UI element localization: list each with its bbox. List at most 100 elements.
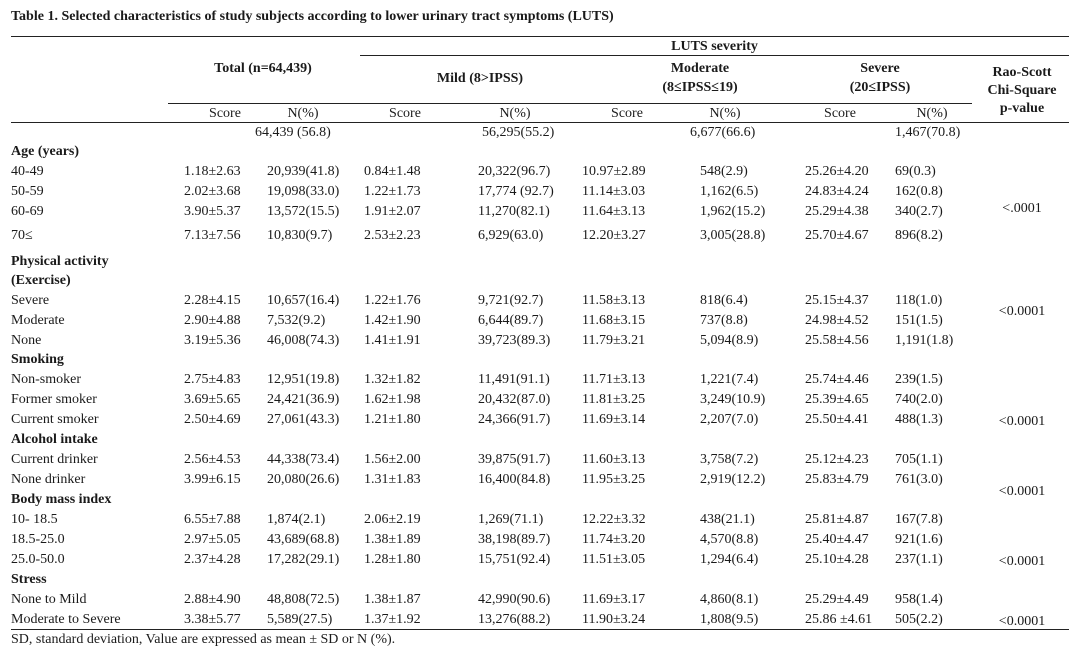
table-cell: 11.79±3.21: [582, 333, 646, 348]
table-cell: 2.90±4.88: [184, 313, 241, 328]
table-cell: 25.29±4.49: [805, 592, 869, 607]
table-cell: 11.64±3.13: [582, 204, 646, 219]
table-cell: 11.69±3.17: [582, 592, 646, 607]
row-label: 10- 18.5: [11, 512, 58, 527]
header-total: Total (n=64,439): [214, 61, 312, 76]
table-cell: 10.97±2.89: [582, 164, 646, 179]
row-label: Current drinker: [11, 452, 98, 467]
table-cell: 3.38±5.77: [184, 612, 241, 627]
table-cell: 13,572(15.5): [267, 204, 340, 219]
table-cell: 11.71±3.13: [582, 372, 646, 387]
table-cell: 167(7.8): [895, 512, 943, 527]
table-cell: 2.06±2.19: [364, 512, 421, 527]
table-cell: 11.68±3.15: [582, 313, 646, 328]
table-cell: 6,644(89.7): [478, 313, 544, 328]
table-cell: 39,875(91.7): [478, 452, 551, 467]
table-cell: 1,221(7.4): [700, 372, 759, 387]
p-value: <0.0001: [998, 484, 1046, 499]
table-cell: 162(0.8): [895, 184, 943, 199]
row-label: Current smoker: [11, 412, 99, 427]
table-cell: 20,939(41.8): [267, 164, 340, 179]
table-cell: 25.26±4.20: [805, 164, 869, 179]
table-cell: 25.70±4.67: [805, 228, 869, 243]
table-cell: 1.18±2.63: [184, 164, 241, 179]
table-cell: 818(6.4): [700, 293, 748, 308]
table-cell: 20,322(96.7): [478, 164, 551, 179]
header-moderate: Moderate: [670, 61, 730, 76]
header-severe: Severe: [860, 61, 900, 76]
table-cell: 17,774 (92.7): [478, 184, 554, 199]
table-cell: 2.37±4.28: [184, 552, 241, 567]
table-cell: 24,366(91.7): [478, 412, 551, 427]
table-cell: 921(1.6): [895, 532, 943, 547]
table-cell: 2.53±2.23: [364, 228, 421, 243]
table-cell: 151(1.5): [895, 313, 943, 328]
header-severe-range: (20≤IPSS): [849, 80, 911, 95]
p-value: <0.0001: [998, 304, 1046, 319]
table-cell: 3,005(28.8): [700, 228, 766, 243]
table-cell: 7,532(9.2): [267, 313, 326, 328]
table-footnote: SD, standard deviation, Value are expres…: [11, 632, 396, 647]
p-value: <0.0001: [998, 414, 1046, 429]
table-cell: 2.56±4.53: [184, 452, 241, 467]
table-cell: 11.95±3.25: [582, 472, 646, 487]
table-cell: 25.40±4.47: [805, 532, 869, 547]
table-cell: 11,491(91.1): [478, 372, 550, 387]
table-cell: 11.90±3.24: [582, 612, 646, 627]
table-cell: 1,162(6.5): [700, 184, 759, 199]
subheader-n-moderate: N(%): [709, 106, 741, 121]
table-cell: 43,689(68.8): [267, 532, 340, 547]
table-cell: 25.12±4.23: [805, 452, 869, 467]
totals-total: 64,439 (56.8): [255, 125, 331, 140]
table-cell: 10,657(16.4): [267, 293, 340, 308]
totals-mild: 56,295(55.2): [482, 125, 555, 140]
table-cell: 44,338(73.4): [267, 452, 340, 467]
table-cell: 2,919(12.2): [700, 472, 766, 487]
section-heading: Stress: [11, 572, 47, 587]
subheader-n-severe: N(%): [916, 106, 948, 121]
section-heading: Alcohol intake: [11, 432, 98, 447]
table-cell: 705(1.1): [895, 452, 943, 467]
row-label: 18.5-25.0: [11, 532, 65, 547]
row-label: None: [11, 333, 42, 348]
table-cell: 25.39±4.65: [805, 392, 869, 407]
table-cell: 505(2.2): [895, 612, 943, 627]
table-cell: 3,249(10.9): [700, 392, 766, 407]
table-cell: 1.56±2.00: [364, 452, 421, 467]
table-cell: 1.62±1.98: [364, 392, 421, 407]
table-cell: 24,421(36.9): [267, 392, 340, 407]
table-cell: 7.13±7.56: [184, 228, 241, 243]
luts-rule: [360, 55, 1069, 56]
table-cell: 4,860(8.1): [700, 592, 759, 607]
table-cell: 5,094(8.9): [700, 333, 759, 348]
table-cell: 737(8.8): [700, 313, 748, 328]
table-cell: 2.50±4.69: [184, 412, 241, 427]
subheader-score-total: Score: [209, 106, 241, 121]
row-label: Non-smoker: [11, 372, 81, 387]
table-cell: 25.10±4.28: [805, 552, 869, 567]
p-value: <.0001: [1002, 201, 1042, 216]
table-cell: 0.84±1.48: [364, 164, 421, 179]
table-cell: 1.42±1.90: [364, 313, 421, 328]
table-cell: 2.02±3.68: [184, 184, 241, 199]
header-bottom-rule: [11, 122, 1069, 123]
table-cell: 25.81±4.87: [805, 512, 869, 527]
table-cell: 761(3.0): [895, 472, 943, 487]
table-cell: 3,758(7.2): [700, 452, 759, 467]
table-cell: 1.38±1.89: [364, 532, 421, 547]
table-cell: 25.15±4.37: [805, 293, 869, 308]
table-cell: 24.98±4.52: [805, 313, 869, 328]
table-cell: 11,270(82.1): [478, 204, 550, 219]
subheader-score-mild: Score: [389, 106, 421, 121]
table-cell: 5,589(27.5): [267, 612, 333, 627]
section-heading-line2: (Exercise): [11, 273, 71, 288]
table-cell: 4,570(8.8): [700, 532, 759, 547]
table-cell: 438(21.1): [700, 512, 755, 527]
row-label: 70≤: [11, 228, 33, 243]
subheader-rule: [168, 103, 972, 104]
subheader-score-severe: Score: [824, 106, 856, 121]
table-cell: 69(0.3): [895, 164, 936, 179]
table-cell: 2.88±4.90: [184, 592, 241, 607]
row-label: 50-59: [11, 184, 44, 199]
table-cell: 27,061(43.3): [267, 412, 340, 427]
